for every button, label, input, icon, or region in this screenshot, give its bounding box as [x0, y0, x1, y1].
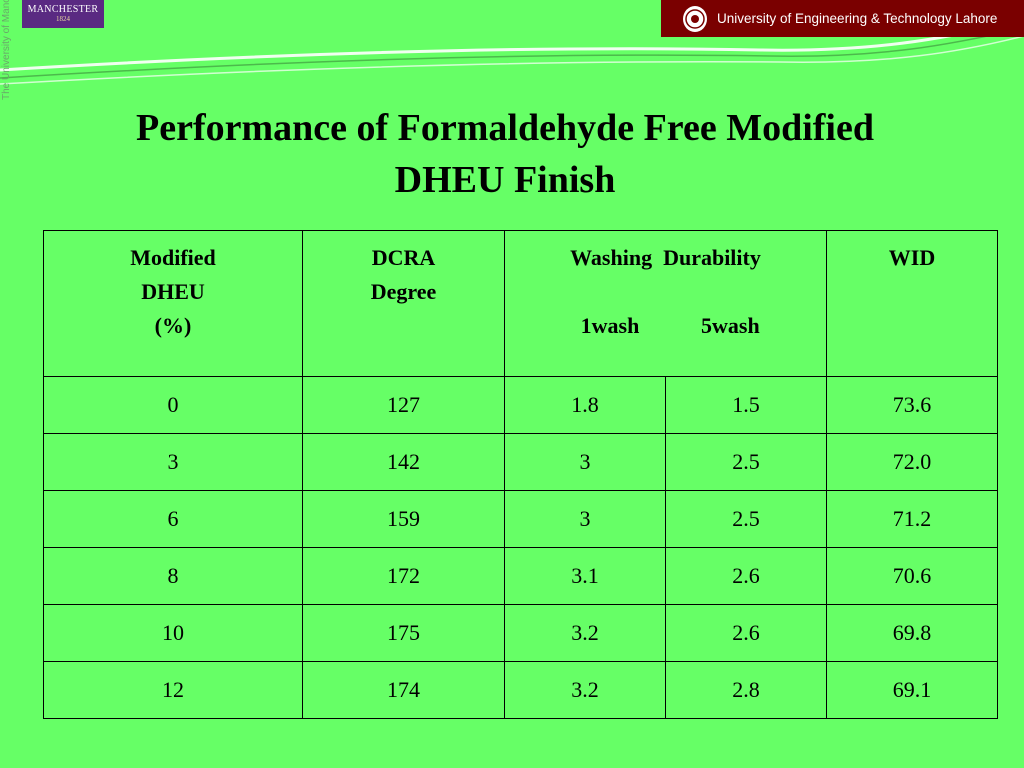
table-cell: 69.8 — [826, 604, 998, 662]
header-col3-title: Washing Durability — [570, 245, 761, 270]
header-dcra-degree: DCRA Degree — [302, 230, 505, 377]
table-cell: 10 — [43, 604, 303, 662]
table-cell: 69.1 — [826, 661, 998, 719]
uet-crest-icon — [683, 5, 707, 32]
table-row: 8 172 3.1 2.6 70.6 — [43, 547, 998, 605]
header-col1-line3: (%) — [154, 313, 192, 338]
page-title: Performance of Formaldehyde Free Modifie… — [30, 102, 980, 206]
table-cell: 172 — [302, 547, 505, 605]
header-col2-line1: DCRA — [371, 245, 436, 270]
table-row: 0 127 1.8 1.5 73.6 — [43, 376, 998, 434]
table-cell: 1.5 — [665, 376, 827, 434]
manchester-logo-year: 1824 — [56, 15, 70, 23]
table-cell: 12 — [43, 661, 303, 719]
page-title-line2: DHEU Finish — [394, 159, 616, 201]
table-row: 3 142 3 2.5 72.0 — [43, 433, 998, 491]
header-wid: WID — [826, 230, 998, 377]
table-cell: 8 — [43, 547, 303, 605]
decorative-swoosh — [0, 18, 1024, 85]
table-row: 12 174 3.2 2.8 69.1 — [43, 661, 998, 719]
manchester-logo-name: MANCHESTER — [27, 4, 99, 15]
table-cell: 2.8 — [665, 661, 827, 719]
table-cell: 3 — [504, 490, 666, 548]
table-header-row: Modified DHEU (%) DCRA Degree Washing Du… — [43, 230, 998, 377]
header-col2-line2: Degree — [370, 279, 437, 304]
performance-table: Modified DHEU (%) DCRA Degree Washing Du… — [43, 230, 998, 719]
table-row: 10 175 3.2 2.6 69.8 — [43, 604, 998, 662]
header-5wash: 5wash — [701, 313, 760, 338]
table-cell: 3.2 — [504, 604, 666, 662]
table-cell: 127 — [302, 376, 505, 434]
header-washing-durability: Washing Durability 1wash 5wash — [504, 230, 827, 377]
table-cell: 2.5 — [665, 433, 827, 491]
table-cell: 2.6 — [665, 604, 827, 662]
table-cell: 2.6 — [665, 547, 827, 605]
header-col1-line2: DHEU — [141, 279, 205, 304]
table-cell: 2.5 — [665, 490, 827, 548]
table-body: 0 127 1.8 1.5 73.6 3 142 3 2.5 72.0 6 159 3 2.5 71.2 8 1… — [43, 376, 998, 719]
header-1wash: 1wash — [580, 313, 640, 338]
table-cell: 0 — [43, 376, 303, 434]
table-cell: 3 — [504, 433, 666, 491]
header-col1-line1: Modified — [130, 245, 216, 270]
uet-banner-text: University of Engineering & Technology L… — [717, 11, 998, 26]
table-row: 6 159 3 2.5 71.2 — [43, 490, 998, 548]
table-cell: 1.8 — [504, 376, 666, 434]
page-title-line1: Performance of Formaldehyde Free Modifie… — [136, 107, 874, 149]
table-cell: 70.6 — [826, 547, 998, 605]
table-cell: 72.0 — [826, 433, 998, 491]
table-cell: 71.2 — [826, 490, 998, 548]
header-col3-sub: 1wash 5wash — [505, 309, 826, 343]
university-vertical-text: The University of Manchester — [1, 0, 12, 100]
header-modified-dheu: Modified DHEU (%) — [43, 230, 303, 377]
table-cell: 3 — [43, 433, 303, 491]
table-cell: 174 — [302, 661, 505, 719]
manchester-logo: MANCHESTER 1824 — [22, 0, 104, 28]
uet-banner: University of Engineering & Technology L… — [661, 0, 1024, 37]
table-cell: 175 — [302, 604, 505, 662]
table-cell: 6 — [43, 490, 303, 548]
table-cell: 3.2 — [504, 661, 666, 719]
table-cell: 142 — [302, 433, 505, 491]
table-cell: 3.1 — [504, 547, 666, 605]
table-cell: 73.6 — [826, 376, 998, 434]
table-cell: 159 — [302, 490, 505, 548]
